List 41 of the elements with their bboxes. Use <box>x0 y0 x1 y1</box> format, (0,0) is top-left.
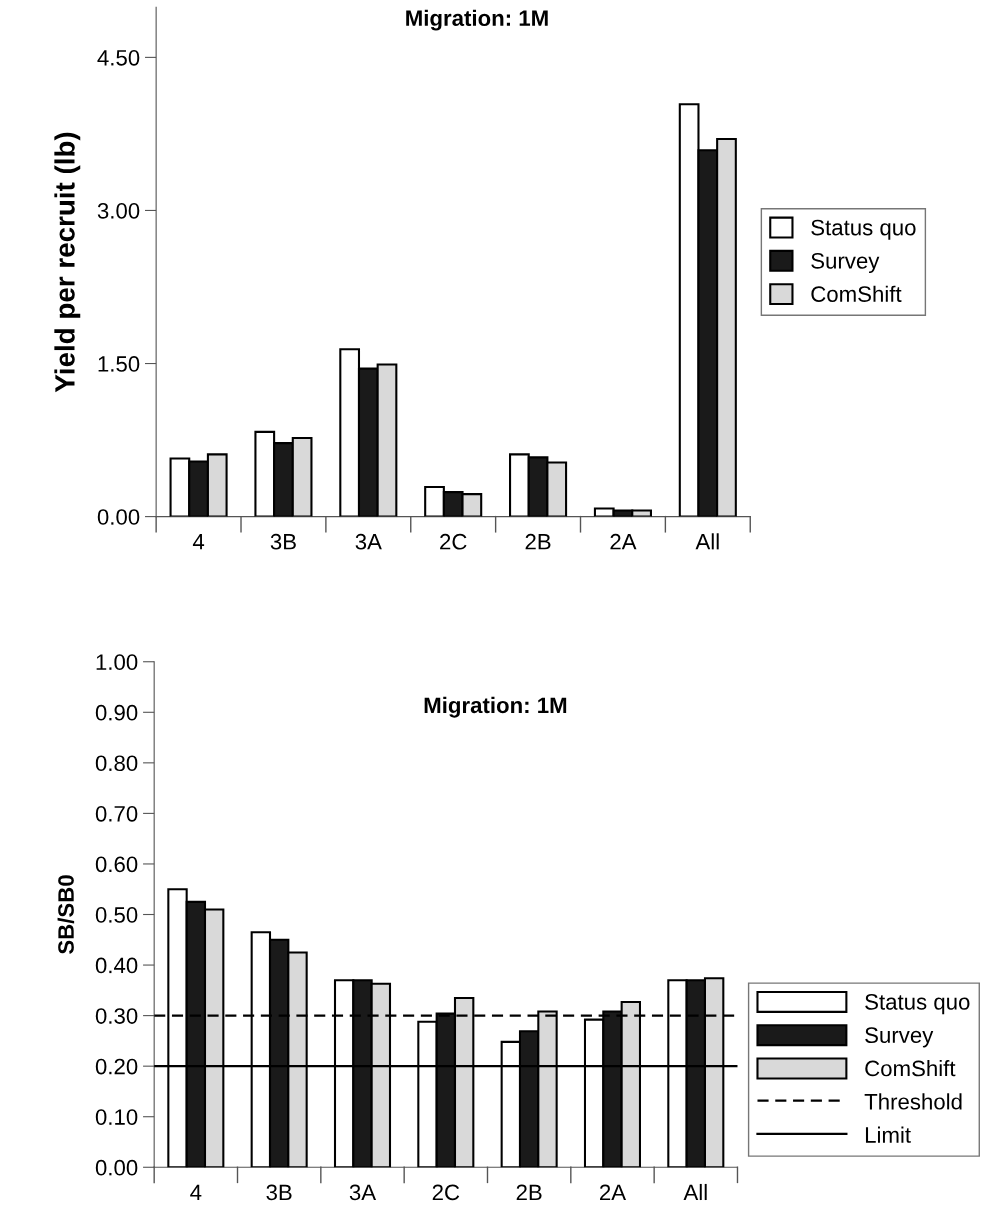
y-tick-label: 0.60 <box>95 856 138 873</box>
x-tick-label: 4 <box>192 534 205 550</box>
legend-label: Threshold <box>864 1093 962 1110</box>
y-tick-label: 0.80 <box>95 755 138 772</box>
x-tick-label: All <box>683 1183 707 1201</box>
legend-label: ComShift <box>865 1060 956 1077</box>
y-tick-label: 1.50 <box>98 356 140 372</box>
y-tick-label: 1.00 <box>96 654 138 671</box>
x-tick-label: All <box>695 533 719 550</box>
x-tick-label: 3A <box>349 1184 377 1201</box>
x-tick-label: 2C <box>432 1184 460 1201</box>
legend-label: Status quo <box>811 219 916 240</box>
x-tick-label: 3B <box>270 533 296 550</box>
y-tick-label: 0.70 <box>95 805 138 822</box>
y-tick-label: 3.00 <box>97 202 140 219</box>
chart-title: Migration: 1M <box>406 9 548 31</box>
legend-label: Limit <box>865 1126 911 1143</box>
legend-label: ComShift <box>811 285 902 302</box>
x-tick-label: 2B <box>525 533 551 550</box>
y-tick-label: 0.00 <box>95 1159 138 1176</box>
x-tick-label: 2C <box>440 533 467 550</box>
x-tick-label: 2A <box>600 1184 627 1201</box>
x-tick-label: 2A <box>610 533 637 550</box>
x-tick-label: 4 <box>190 1184 202 1201</box>
y-tick-label: 0.00 <box>97 509 140 525</box>
y-tick-label: 0.50 <box>95 907 138 923</box>
x-tick-label: 2B <box>516 1184 542 1201</box>
y-axis-title: Yield per recruit (lb) <box>54 132 81 393</box>
x-tick-label: 3B <box>266 1184 292 1201</box>
legend-label: Status quo <box>865 994 970 1015</box>
y-tick-label: 0.30 <box>95 1008 138 1024</box>
y-tick-label: 0.10 <box>95 1109 138 1125</box>
y-tick-label: 0.40 <box>95 957 138 974</box>
text: Migration: 1M <box>424 696 567 718</box>
legend-label: Survey <box>811 252 880 274</box>
y-axis-title: SB/SB0 <box>57 875 75 954</box>
y-tick-label: 0.90 <box>95 704 138 721</box>
y-tick-label: 0.20 <box>95 1058 138 1075</box>
legend-label: Survey <box>865 1027 934 1048</box>
x-tick-label: 3A <box>355 533 382 550</box>
y-tick-label: 4.50 <box>97 49 140 66</box>
